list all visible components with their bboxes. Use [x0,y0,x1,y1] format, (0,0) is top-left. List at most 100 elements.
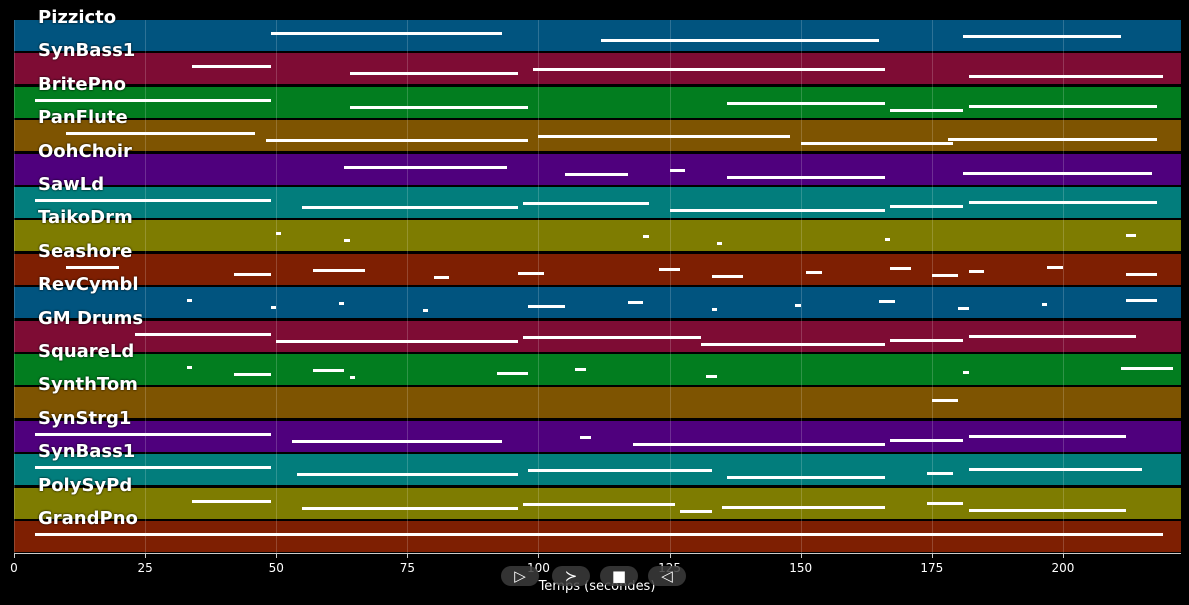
tick-mark [14,553,15,558]
note-segment [339,302,345,306]
tick-mark [276,553,278,558]
track-name: BritePno [38,73,126,95]
note-segment [879,300,896,304]
note-segment [349,105,528,109]
note-segment [722,505,885,509]
track-name: GrandPno [38,508,138,529]
note-segment [963,371,969,374]
note-segment [423,309,429,313]
track-lane [14,253,1181,285]
note-segment [931,399,959,403]
x-axis [14,553,1181,554]
note-segment [727,101,885,105]
track-lane [14,354,1181,385]
note-segment [889,338,964,342]
track-lane [14,487,1181,519]
note-segment [1125,299,1158,303]
next-button[interactable]: ≻ [552,566,590,586]
note-segment [575,368,586,371]
rewind-button[interactable]: ◁ [648,566,686,586]
note-segment [968,468,1142,472]
note-segment [884,238,890,242]
note-segment [34,466,271,470]
note-segment [968,201,1158,204]
note-segment [580,435,591,439]
note-segment [805,270,822,274]
note-segment [533,68,885,72]
tick-label: 25 [137,561,153,575]
note-segment [963,171,1153,175]
note-segment [349,376,355,379]
track-name: OohChoir [38,140,132,162]
note-segment [349,72,518,76]
gridline [276,20,278,553]
note-segment [1125,234,1137,238]
note-segment [276,339,518,343]
note-segment [34,98,271,102]
note-segment [291,439,502,443]
note-segment [187,366,193,369]
gridline [669,20,671,553]
note-segment [522,335,702,339]
note-segment [1120,367,1174,370]
note-segment [271,306,277,310]
note-segment [564,172,628,176]
note-segment [271,32,502,35]
tick-label: 175 [920,561,944,575]
note-segment [931,273,959,277]
track-name: PanFlute [38,107,128,129]
track-name: RevCymbl [38,274,139,296]
gridline [407,20,409,553]
note-segment [34,533,1163,536]
track-lane [14,187,1181,218]
track-name: TaikoDrm [38,207,133,229]
note-segment [344,165,507,169]
note-segment [926,472,953,476]
track-lane [14,86,1181,118]
note-segment [66,265,119,269]
note-segment [522,202,649,205]
tick-label: 50 [268,561,284,575]
note-segment [1042,303,1048,307]
tick-mark [931,553,933,558]
track-lane [14,320,1181,352]
note-segment [538,135,791,139]
note-segment [312,369,345,372]
note-segment [517,271,544,275]
note-segment [958,307,969,311]
note-segment [643,235,649,239]
note-segment [276,232,282,236]
note-segment [669,209,885,212]
note-segment [968,334,1137,338]
note-segment [669,168,686,172]
track-name: SynBass1 [38,40,136,62]
track-lane [14,420,1181,452]
note-segment [1047,265,1063,269]
track-lane [14,53,1181,85]
play-button[interactable]: ▷ [501,566,539,586]
tick-mark [538,553,540,558]
stop-button[interactable]: ■ [600,566,638,586]
tick-label: 0 [10,561,18,575]
tick-label: 150 [789,561,813,575]
track-lane [14,454,1181,486]
note-segment [344,239,350,243]
track-name: SawLd [38,174,105,195]
note-segment [968,269,985,273]
track-lane [14,287,1181,319]
note-segment [522,502,675,506]
note-segment [134,332,271,336]
note-segment [632,442,885,446]
note-segment [711,274,744,278]
track-name: GM Drums [38,307,144,329]
note-segment [889,438,964,442]
note-segment [889,108,964,112]
note-segment [947,138,1158,142]
note-segment [66,132,256,136]
note-segment [302,506,518,510]
track-lane [14,120,1181,152]
note-segment [496,372,528,375]
note-segment [659,267,681,271]
note-segment [601,39,880,42]
track-lane [14,153,1181,185]
